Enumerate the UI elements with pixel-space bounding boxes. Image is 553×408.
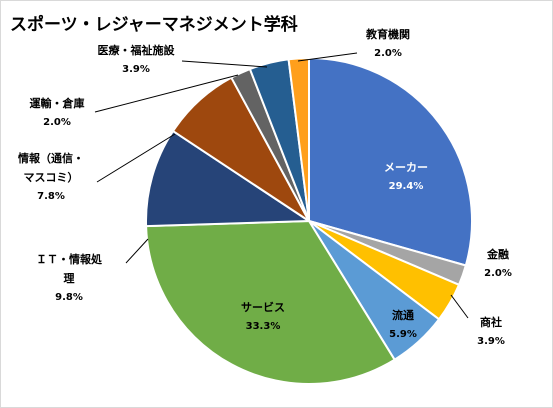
slice-label-text: サービス	[241, 300, 285, 314]
leader-line-6	[125, 238, 149, 264]
data-label-3: 商社 3.9%	[477, 315, 505, 347]
leader-line-10	[297, 52, 358, 62]
data-label-5: サービス 33.3%	[241, 300, 285, 332]
data-label-10: 教育機関 2.0%	[365, 27, 410, 59]
pie-slice-6	[145, 129, 313, 228]
slice-value-text: 5.9%	[389, 329, 417, 340]
slice-label-text: 理	[64, 272, 75, 285]
slice-value-text: 2.0%	[43, 117, 71, 128]
chart-title: スポーツ・レジャーマネジメント学科	[10, 15, 298, 35]
slice-label-text: 教育機関	[365, 27, 410, 41]
slice-label-text: メーカー	[384, 161, 428, 174]
data-label-7: 情報（通信・マスコミ） 7.8%	[18, 151, 84, 202]
data-label-9: 医療・福祉施設 3.9%	[98, 43, 176, 75]
slice-value-text: 2.0%	[484, 268, 512, 279]
slice-label-text: 運輸・倉庫	[30, 96, 85, 110]
slice-label-text: 情報（通信・	[18, 151, 84, 165]
slice-value-text: 29.4%	[389, 181, 424, 192]
leader-line-7	[96, 133, 176, 183]
slice-label-text: 商社	[480, 315, 502, 329]
slice-label-text: 流通	[392, 308, 414, 322]
data-label-2: 金融 2.0%	[484, 247, 512, 279]
leader-line-9	[181, 60, 268, 68]
pie-slice-5	[145, 219, 396, 385]
slice-value-text: 3.9%	[122, 64, 150, 75]
slice-label-text: ＩＴ・情報処	[36, 252, 103, 266]
slice-value-text: 33.3%	[246, 321, 281, 332]
slice-value-text: 9.8%	[55, 292, 83, 303]
slice-value-text: 7.8%	[37, 191, 65, 202]
slice-label-text: 医療・福祉施設	[98, 43, 176, 57]
slice-value-text: 3.9%	[477, 336, 505, 347]
data-label-4: 流通 5.9%	[389, 308, 417, 340]
data-label-8: 運輸・倉庫 2.0%	[30, 96, 85, 128]
leader-line-3	[450, 294, 469, 319]
slice-label-text: マスコミ）	[24, 171, 79, 184]
pie-slice-1	[308, 56, 473, 267]
pie-slice-10	[287, 56, 310, 222]
data-label-1: メーカー 29.4%	[384, 161, 428, 192]
slice-label-text: 金融	[486, 247, 509, 261]
slice-value-text: 2.0%	[374, 48, 402, 59]
leader-line-8	[94, 74, 239, 113]
